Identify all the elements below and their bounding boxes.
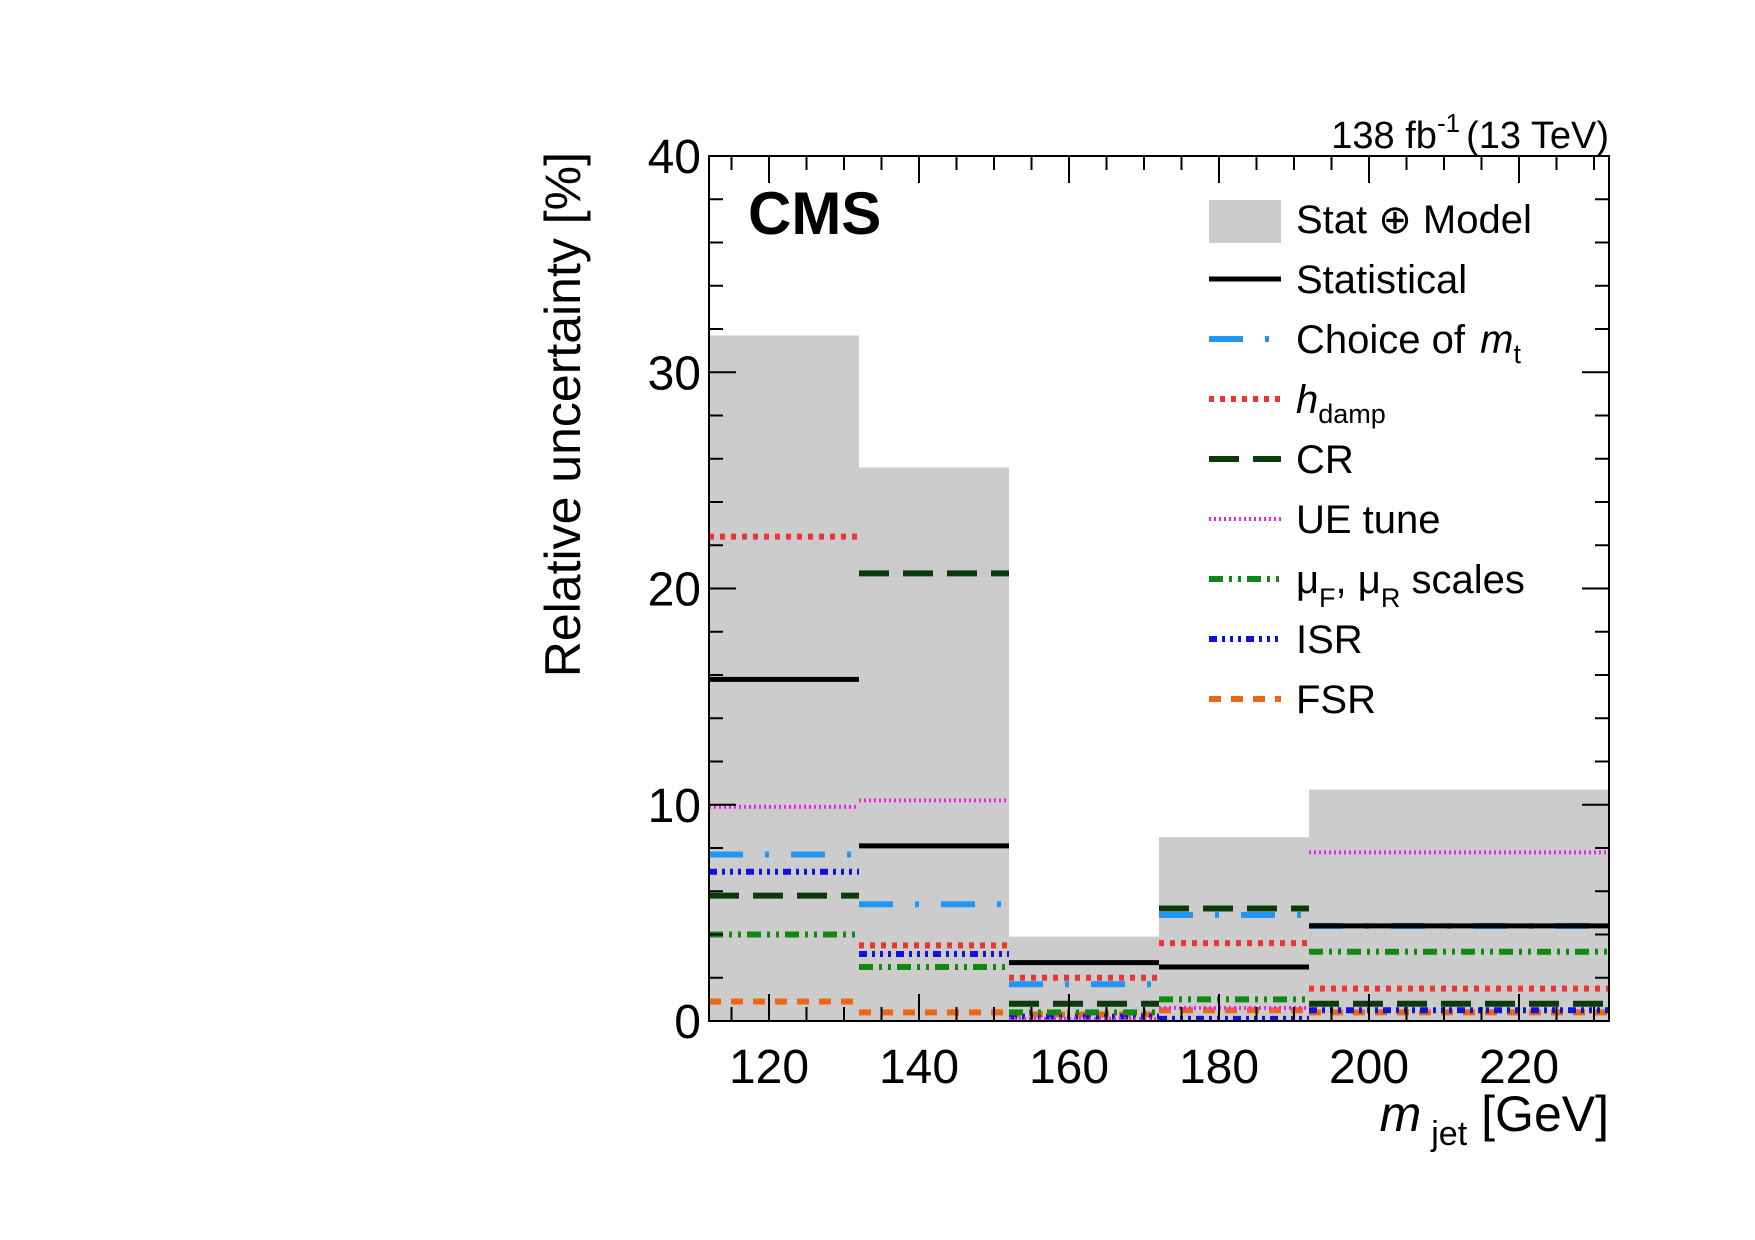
legend-swatch-band: [1209, 200, 1281, 243]
series-2: [709, 533, 1609, 992]
series-5: [709, 931, 1609, 1016]
legend-label-band: Stat ⊕ Model: [1296, 198, 1532, 242]
stat-model-band: [709, 335, 1609, 1021]
y-tick-label: 10: [648, 780, 701, 833]
x-axis-sub: jet: [1430, 1115, 1467, 1153]
legend-label-scales: μF, μR scales: [1296, 558, 1525, 613]
x-tick-label: 140: [879, 1041, 959, 1094]
x-axis-label: m jet [GeV]: [1380, 1086, 1609, 1153]
series-0: [709, 676, 1609, 970]
lumi-value: 138 fb: [1331, 115, 1437, 157]
y-tick-label: 20: [648, 564, 701, 617]
lumi-label: 138 fb-1 (13 TeV): [1331, 108, 1609, 157]
legend-label-cr: CR: [1296, 438, 1354, 482]
x-tick-label: 120: [729, 1041, 809, 1094]
legend-label-hdamp: hdamp: [1296, 378, 1386, 429]
x-tick-label: 160: [1029, 1041, 1109, 1094]
legend: Stat ⊕ Model Statistical Choice of mt hd…: [1209, 198, 1532, 722]
band-bin: [1309, 789, 1609, 1021]
cms-label: CMS: [748, 180, 881, 247]
x-tick-label: 180: [1179, 1041, 1259, 1094]
lumi-energy: (13 TeV): [1466, 115, 1609, 157]
band-bin: [859, 467, 1009, 1021]
legend-label-statistical: Statistical: [1296, 258, 1467, 302]
lumi-exponent: -1: [1437, 108, 1460, 138]
legend-label-isr: ISR: [1296, 618, 1363, 662]
legend-label-choice-mt: Choice of mt: [1296, 318, 1521, 369]
y-tick-label: 0: [674, 996, 701, 1049]
series-layer: [709, 533, 1609, 1022]
y-tick-label: 30: [648, 347, 701, 400]
x-axis-symbol: m: [1380, 1086, 1422, 1142]
series-6: [709, 868, 1609, 1022]
series-3: [709, 570, 1609, 1007]
legend-label-fsr: FSR: [1296, 678, 1376, 722]
x-tick-label: 220: [1479, 1041, 1559, 1094]
x-tick-label: 200: [1329, 1041, 1409, 1094]
y-axis-label: Relative uncertainty [%]: [535, 152, 591, 677]
x-axis-unit: [GeV]: [1481, 1086, 1609, 1142]
series-4: [709, 798, 1609, 1021]
y-tick-label: 40: [648, 131, 701, 184]
legend-label-ue-tune: UE tune: [1296, 498, 1441, 542]
band-bin: [1159, 837, 1309, 1021]
axes-frame: [708, 155, 1610, 1022]
tick-labels: 0 10 20 30 40 120 140 160 180 200 220: [648, 131, 1559, 1094]
